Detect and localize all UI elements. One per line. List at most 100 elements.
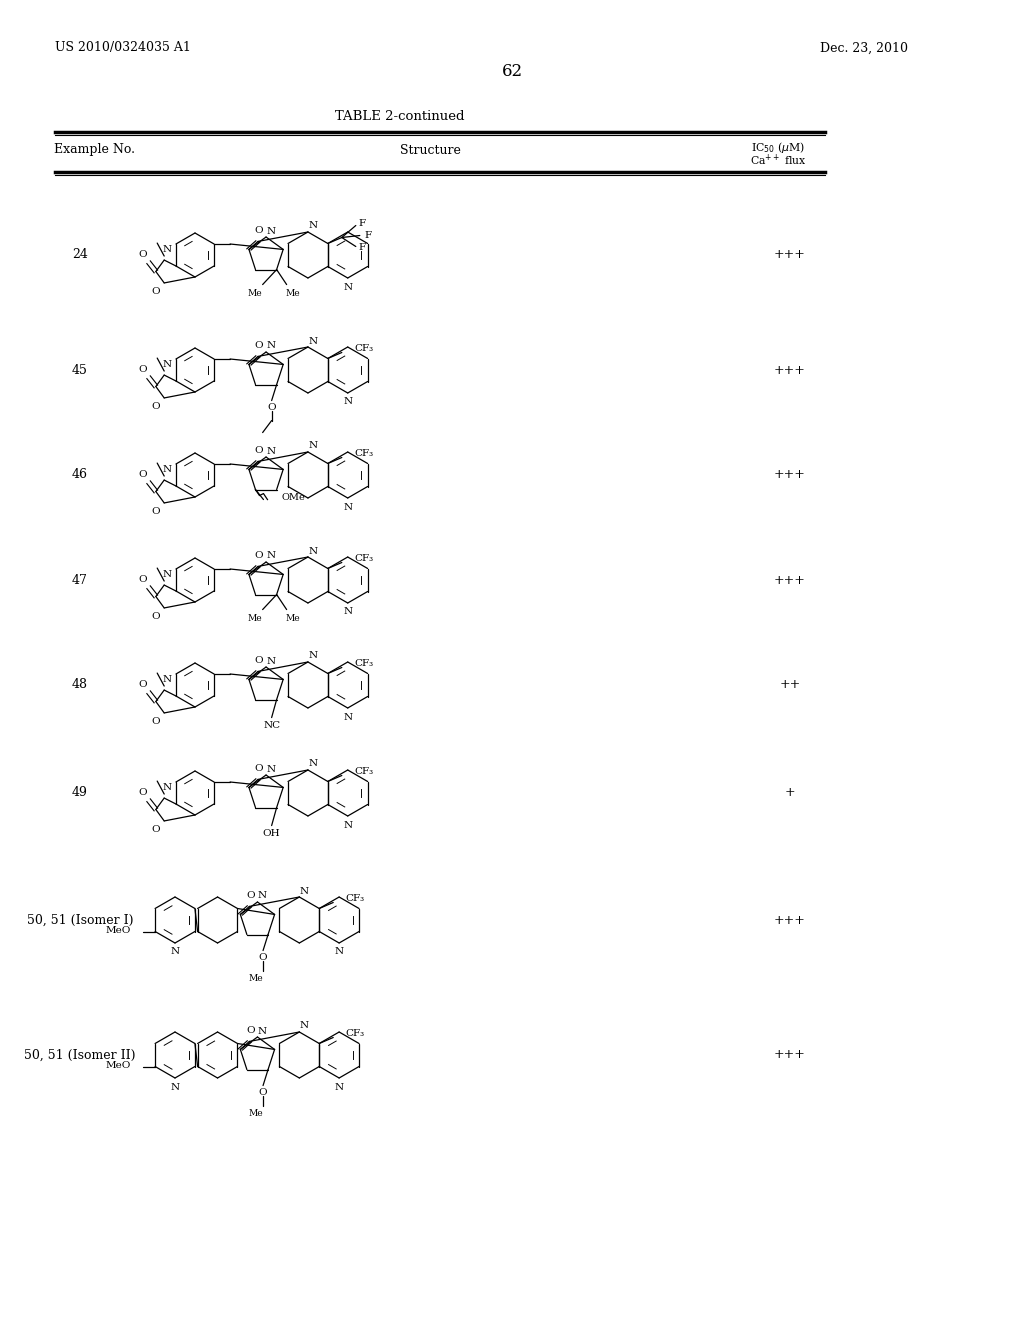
Text: N: N	[335, 948, 344, 957]
Text: N: N	[308, 222, 317, 231]
Text: O: O	[267, 403, 275, 412]
Text: O: O	[255, 764, 263, 774]
Text: IC$_{50}$ ($\mu$M): IC$_{50}$ ($\mu$M)	[751, 140, 805, 154]
Text: 46: 46	[72, 469, 88, 482]
Text: CF₃: CF₃	[354, 554, 374, 564]
Text: O: O	[246, 891, 255, 900]
Text: Me: Me	[286, 614, 300, 623]
Text: O: O	[255, 656, 263, 665]
Text: N: N	[343, 821, 352, 829]
Text: +++: +++	[774, 469, 806, 482]
Text: 47: 47	[72, 573, 88, 586]
Text: N: N	[343, 713, 352, 722]
Text: N: N	[258, 1027, 267, 1035]
Text: O: O	[151, 403, 160, 412]
Text: O: O	[138, 364, 146, 374]
Text: N: N	[170, 1082, 179, 1092]
Text: Me: Me	[249, 974, 263, 983]
Text: 50, 51 (Isomer II): 50, 51 (Isomer II)	[25, 1048, 136, 1061]
Text: O: O	[259, 1088, 267, 1097]
Text: 48: 48	[72, 678, 88, 692]
Text: Me: Me	[286, 289, 300, 298]
Text: O: O	[246, 1026, 255, 1035]
Text: O: O	[138, 470, 146, 479]
Text: OMe: OMe	[282, 494, 305, 502]
Text: Dec. 23, 2010: Dec. 23, 2010	[820, 41, 908, 54]
Text: N: N	[308, 337, 317, 346]
Text: N: N	[266, 342, 275, 351]
Text: N: N	[163, 465, 172, 474]
Text: +++: +++	[774, 573, 806, 586]
Text: OH: OH	[263, 829, 281, 838]
Text: ++: ++	[779, 678, 801, 692]
Text: MeO: MeO	[105, 927, 131, 935]
Text: O: O	[138, 249, 146, 259]
Text: O: O	[138, 574, 146, 583]
Text: MeO: MeO	[105, 1061, 131, 1071]
Text: +++: +++	[774, 363, 806, 376]
Text: +: +	[784, 787, 796, 800]
Text: CF₃: CF₃	[346, 1030, 365, 1038]
Text: N: N	[163, 359, 172, 368]
Text: US 2010/0324035 A1: US 2010/0324035 A1	[55, 41, 190, 54]
Text: 62: 62	[502, 63, 522, 81]
Text: Example No.: Example No.	[54, 144, 135, 157]
Text: N: N	[308, 759, 317, 768]
Text: O: O	[255, 226, 263, 235]
Text: N: N	[308, 441, 317, 450]
Text: O: O	[151, 718, 160, 726]
Text: O: O	[255, 446, 263, 455]
Text: O: O	[255, 550, 263, 560]
Text: Me: Me	[248, 289, 262, 298]
Text: N: N	[163, 569, 172, 578]
Text: +++: +++	[774, 248, 806, 261]
Text: N: N	[343, 607, 352, 616]
Text: Me: Me	[248, 614, 262, 623]
Text: +++: +++	[774, 1048, 806, 1061]
Text: CF₃: CF₃	[354, 345, 374, 352]
Text: 50, 51 (Isomer I): 50, 51 (Isomer I)	[27, 913, 133, 927]
Text: F: F	[365, 231, 372, 240]
Text: CF₃: CF₃	[354, 449, 374, 458]
Text: N: N	[335, 1082, 344, 1092]
Text: 24: 24	[72, 248, 88, 261]
Text: O: O	[138, 788, 146, 797]
Text: Ca$^{++}$ flux: Ca$^{++}$ flux	[750, 153, 807, 168]
Text: N: N	[266, 227, 275, 235]
Text: N: N	[308, 546, 317, 556]
Text: Structure: Structure	[399, 144, 461, 157]
Text: N: N	[300, 1022, 309, 1031]
Text: O: O	[151, 507, 160, 516]
Text: +++: +++	[774, 913, 806, 927]
Text: O: O	[151, 612, 160, 622]
Text: N: N	[163, 783, 172, 792]
Text: N: N	[343, 503, 352, 511]
Text: N: N	[163, 244, 172, 253]
Text: O: O	[259, 953, 267, 962]
Text: TABLE 2-continued: TABLE 2-continued	[335, 111, 465, 124]
Text: N: N	[170, 948, 179, 957]
Text: NC: NC	[263, 721, 281, 730]
Text: N: N	[343, 282, 352, 292]
Text: O: O	[151, 825, 160, 834]
Text: N: N	[266, 446, 275, 455]
Text: O: O	[138, 680, 146, 689]
Text: N: N	[266, 656, 275, 665]
Text: CF₃: CF₃	[354, 767, 374, 776]
Text: N: N	[258, 891, 267, 900]
Text: F: F	[358, 243, 366, 252]
Text: N: N	[163, 675, 172, 684]
Text: 49: 49	[72, 787, 88, 800]
Text: N: N	[343, 397, 352, 407]
Text: F: F	[358, 219, 366, 228]
Text: N: N	[266, 764, 275, 774]
Text: O: O	[255, 341, 263, 350]
Text: N: N	[300, 887, 309, 895]
Text: 45: 45	[72, 363, 88, 376]
Text: N: N	[308, 652, 317, 660]
Text: CF₃: CF₃	[346, 894, 365, 903]
Text: CF₃: CF₃	[354, 659, 374, 668]
Text: N: N	[266, 552, 275, 561]
Text: O: O	[151, 288, 160, 297]
Text: Me: Me	[249, 1109, 263, 1118]
